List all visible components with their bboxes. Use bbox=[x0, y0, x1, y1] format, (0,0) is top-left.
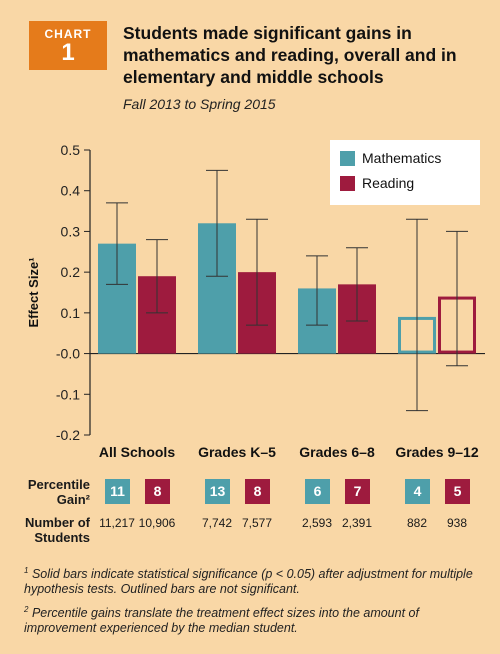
y-tick-label: 0.1 bbox=[61, 305, 81, 321]
legend-box bbox=[330, 140, 480, 205]
students-label-line1: Number of bbox=[25, 515, 90, 530]
y-tick-label: 0.5 bbox=[61, 142, 81, 158]
category-label: All Schools bbox=[99, 444, 175, 460]
number-of-students-label: Number of Students bbox=[18, 515, 90, 545]
category-label: Grades 9–12 bbox=[395, 444, 478, 460]
y-tick-label: 0.2 bbox=[61, 264, 81, 280]
percentile-gain-reading: 7 bbox=[345, 479, 370, 504]
footnote-2-mark: 2 bbox=[24, 605, 29, 614]
legend-label-reading: Reading bbox=[362, 175, 414, 191]
percentile-gain-label: Percentile Gain² bbox=[18, 477, 90, 507]
student-count-math: 882 bbox=[406, 516, 428, 530]
percentile-gain-reading: 8 bbox=[145, 479, 170, 504]
legend-swatch-math bbox=[340, 151, 355, 166]
bar-chart: 0.5 0.4 0.3 0.2 0.1 -0.0 -0.1 -0.2 Effect Size¹ A… bbox=[26, 140, 485, 460]
student-count-math: 11,217 bbox=[99, 516, 135, 530]
student-count-reading: 2,391 bbox=[341, 516, 373, 530]
percentile-gain-math: 4 bbox=[405, 479, 430, 504]
category-label: Grades K–5 bbox=[198, 444, 276, 460]
footnote-1: 1 Solid bars indicate statistical signif… bbox=[24, 563, 474, 597]
chart-badge-word: CHART bbox=[44, 27, 92, 41]
y-tick-label: 0.4 bbox=[61, 183, 81, 199]
percentile-gain-math: 13 bbox=[205, 479, 230, 504]
percentile-gain-math: 6 bbox=[305, 479, 330, 504]
percentile-gain-reading: 8 bbox=[245, 479, 270, 504]
legend-label-math: Mathematics bbox=[362, 150, 441, 166]
percentile-gain-reading: 5 bbox=[445, 479, 470, 504]
student-count-reading: 7,577 bbox=[241, 516, 273, 530]
y-tick-label: -0.0 bbox=[56, 346, 80, 362]
y-tick-label: -0.1 bbox=[56, 386, 80, 402]
chart-subtitle: Fall 2013 to Spring 2015 bbox=[123, 96, 276, 112]
legend-swatch-reading bbox=[340, 176, 355, 191]
y-axis-title: Effect Size¹ bbox=[26, 257, 41, 327]
percentile-gain-math: 11 bbox=[105, 479, 130, 504]
percentile-label-line2: Gain² bbox=[56, 492, 90, 507]
student-count-math: 7,742 bbox=[201, 516, 233, 530]
footnote-2-text: Percentile gains translate the treatment… bbox=[24, 606, 419, 636]
footnote-1-text: Solid bars indicate statistical signific… bbox=[24, 567, 473, 597]
chart-badge: CHART 1 bbox=[29, 21, 107, 70]
footnote-2: 2 Percentile gains translate the treatme… bbox=[24, 602, 474, 636]
students-label-line2: Students bbox=[34, 530, 90, 545]
student-count-reading: 10,906 bbox=[138, 516, 176, 530]
y-tick-label: -0.2 bbox=[56, 427, 80, 443]
category-label: Grades 6–8 bbox=[299, 444, 375, 460]
y-tick-label: 0.3 bbox=[61, 223, 81, 239]
chart-badge-number: 1 bbox=[61, 39, 75, 66]
student-count-math: 2,593 bbox=[301, 516, 333, 530]
chart-title: Students made significant gains in mathe… bbox=[123, 23, 457, 87]
footnote-1-mark: 1 bbox=[24, 566, 29, 575]
student-count-reading: 938 bbox=[446, 516, 468, 530]
percentile-label-line1: Percentile bbox=[27, 477, 90, 492]
